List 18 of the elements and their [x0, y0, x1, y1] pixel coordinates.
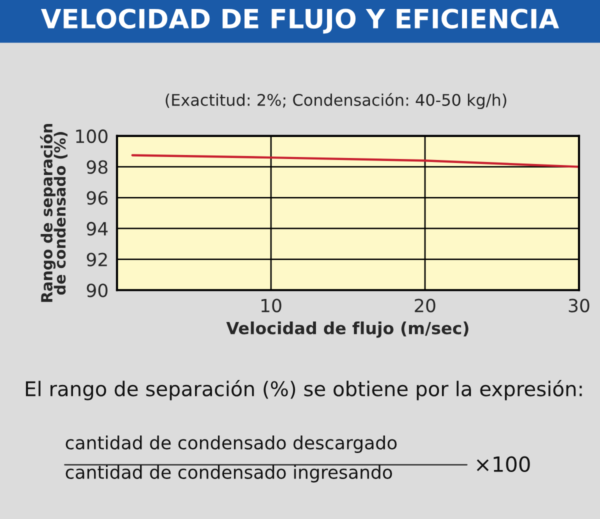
y-tick-label: 98: [86, 160, 108, 174]
y-tick-label: 100: [76, 129, 108, 144]
line-series: [131, 154, 579, 168]
y-tick-label: 94: [86, 222, 108, 236]
x-tick-label: 10: [261, 298, 282, 312]
y-tick-label: 92: [86, 252, 107, 266]
x-axis-title: Velocidad de flujo (m/sec): [226, 321, 468, 338]
y-tick-label: 96: [86, 191, 108, 205]
x-tick-label: 20: [414, 298, 436, 312]
text: cantidad de condensado ingresando: [66, 465, 392, 482]
chart-subtitle: (Exactitud: 2%; Condensación: 40-50 kg/h): [166, 92, 506, 110]
text: cantidad de condensado descargado: [66, 436, 397, 453]
chart-title: VELOCIDAD DE FLUJO Y EFICIENCIA: [40, 8, 560, 34]
x-tick-label: 30: [568, 298, 590, 312]
text: ×100: [476, 456, 530, 472]
y-tick-label: 90: [86, 284, 108, 298]
text: El rango de separación (%) se obtiene por la expresión:: [26, 380, 582, 400]
y-axis-title: Rango de separación de condensado (%): [40, 124, 68, 302]
